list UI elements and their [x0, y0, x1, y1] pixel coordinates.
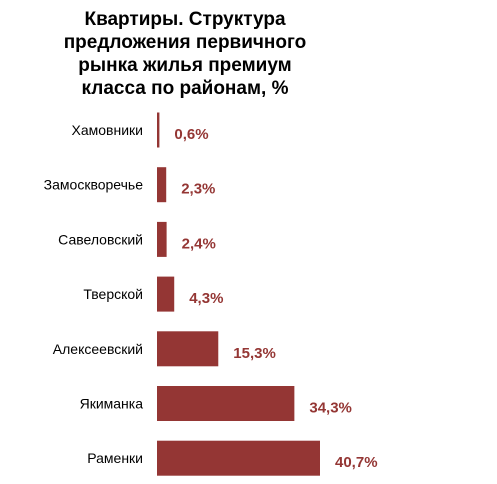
category-label: Тверской — [83, 286, 143, 302]
bars — [157, 112, 320, 476]
bar — [157, 112, 160, 148]
bar — [157, 440, 320, 476]
category-label: Замоскворечье — [44, 177, 144, 193]
value-label: 15,3% — [233, 345, 276, 362]
category-label: Якиманка — [80, 396, 144, 412]
value-label: 2,3% — [181, 181, 215, 198]
bar — [157, 386, 295, 421]
value-label: 34,3% — [309, 400, 352, 417]
chart-title: Квартиры. Структура предложения первично… — [63, 9, 307, 99]
category-label: Хамовники — [72, 122, 143, 138]
bar — [157, 331, 219, 367]
bar — [157, 276, 175, 312]
category-label: Савеловский — [58, 231, 143, 247]
value-label: 40,7% — [335, 454, 378, 471]
bar — [157, 167, 167, 203]
value-labels: 0,6% 2,3% 2,4% 4,3% 15,3% 34,3% 40,7% — [174, 126, 377, 471]
category-label: Алексеевский — [53, 341, 143, 357]
category-labels: Хамовники Замоскворечье Савеловский Тверско… — [44, 122, 144, 466]
value-label: 0,6% — [174, 126, 208, 143]
value-label: 4,3% — [189, 290, 223, 307]
value-label: 2,4% — [182, 235, 216, 252]
category-label: Раменки — [87, 450, 143, 466]
bar — [157, 221, 167, 257]
